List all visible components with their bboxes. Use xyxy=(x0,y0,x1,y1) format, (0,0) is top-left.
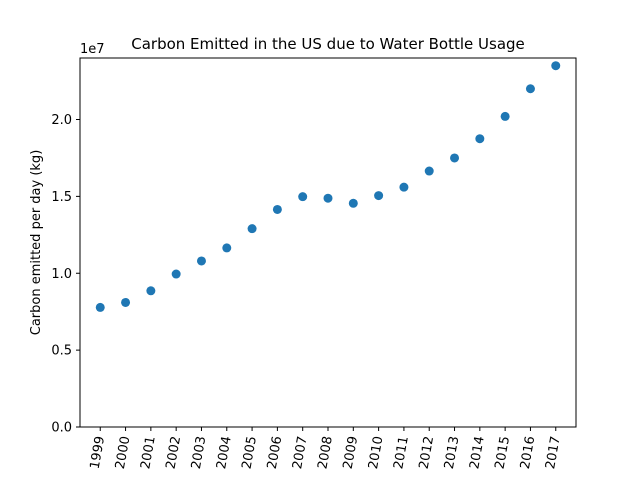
x-tick-label: 2013 xyxy=(442,435,463,470)
x-tick-label: 2011 xyxy=(391,435,412,470)
x-tick-label: 1999 xyxy=(88,435,109,470)
x-tick-label: 2017 xyxy=(543,435,564,470)
y-axis: 0.0 0.5 1.0 1.5 2.0 xyxy=(51,113,80,436)
x-tick-label: 2008 xyxy=(315,435,336,470)
data-point xyxy=(500,111,510,121)
data-point xyxy=(475,134,485,144)
data-point xyxy=(399,182,409,192)
data-point xyxy=(525,84,535,94)
x-tick-label: 2014 xyxy=(467,435,488,470)
y-tick-label: 1.0 xyxy=(51,267,72,282)
data-point xyxy=(551,61,561,71)
data-point xyxy=(450,153,460,163)
data-points xyxy=(95,61,561,312)
x-tick-label: 2004 xyxy=(214,435,235,470)
data-point xyxy=(196,256,206,266)
data-point xyxy=(298,192,308,202)
x-axis: 1999 2000 2001 2002 2003 2004 2005 2006 2007 2008… xyxy=(88,427,564,470)
data-point xyxy=(348,198,358,208)
data-point xyxy=(146,286,156,296)
x-tick-label: 2007 xyxy=(290,435,311,470)
y-tick-label: 0.0 xyxy=(51,421,72,436)
x-tick-label: 2001 xyxy=(138,435,159,470)
data-point xyxy=(171,269,181,279)
x-tick-label: 2010 xyxy=(366,435,387,470)
data-point xyxy=(424,166,434,176)
x-tick-label: 2016 xyxy=(518,435,539,470)
plot-frame xyxy=(79,57,577,428)
y-tick-label: 1.5 xyxy=(51,190,72,205)
y-tick-label: 2.0 xyxy=(51,113,72,128)
y-axis-title: Carbon emitted per day (kg) xyxy=(29,150,44,336)
x-tick-label: 2005 xyxy=(240,435,261,470)
y-axis-offset-text: 1e7 xyxy=(80,42,105,57)
data-point xyxy=(374,191,384,201)
data-point xyxy=(323,193,333,203)
data-point xyxy=(121,297,131,307)
x-tick-label: 2002 xyxy=(164,435,185,470)
x-tick-label: 2000 xyxy=(113,435,134,470)
x-tick-label: 2009 xyxy=(341,435,362,470)
x-tick-label: 2006 xyxy=(265,435,286,470)
data-point xyxy=(247,224,257,234)
y-tick-label: 0.5 xyxy=(51,344,72,359)
data-point xyxy=(272,204,282,214)
x-tick-label: 2012 xyxy=(417,435,438,470)
x-tick-label: 2003 xyxy=(189,435,210,470)
chart-title: Carbon Emitted in the US due to Water Bo… xyxy=(131,35,525,53)
x-tick-label: 2015 xyxy=(493,435,514,470)
data-point xyxy=(95,302,105,312)
data-point xyxy=(222,243,232,253)
